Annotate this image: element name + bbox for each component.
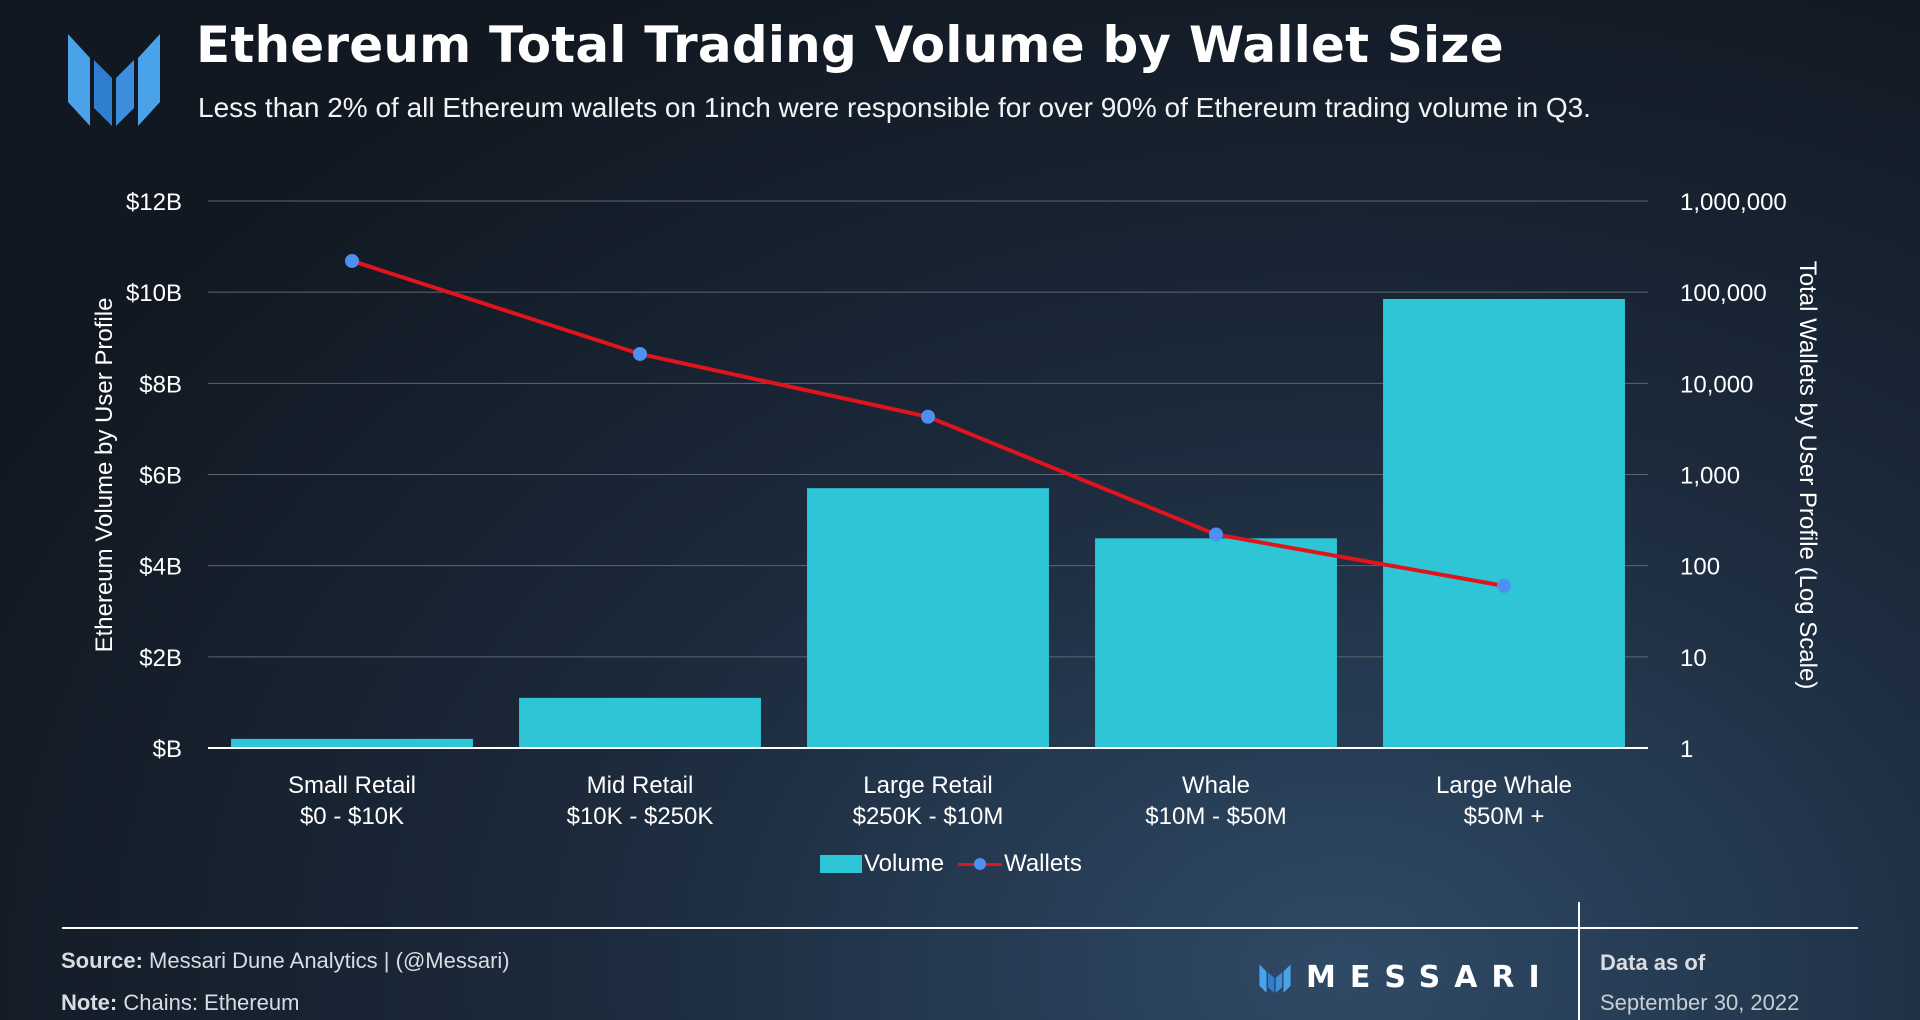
y-tick-label: $4B <box>139 554 182 581</box>
bar <box>807 488 1049 748</box>
line-point <box>921 409 935 424</box>
x-tick-sublabel: $10K - $250K <box>567 803 714 830</box>
footer-divider <box>62 927 1858 929</box>
page-subtitle: Less than 2% of all Ethereum wallets on … <box>198 92 1591 123</box>
y-tick-label: $B <box>153 736 182 763</box>
footer-vertical-divider <box>1578 902 1580 1020</box>
source-text: Messari Dune Analytics | (@Messari) <box>142 948 510 973</box>
data-as-of-label: Data as of <box>1600 950 1706 975</box>
y-tick-label: $8B <box>139 371 182 398</box>
page-title: Ethereum Total Trading Volume by Wallet … <box>196 16 1504 74</box>
y-tick-label: $12B <box>126 189 182 216</box>
note-line: Note: Chains: Ethereum <box>61 990 299 1016</box>
y2-tick-label: 10,000 <box>1680 371 1753 398</box>
x-tick-label: Large Whale <box>1436 772 1572 799</box>
bar <box>1095 538 1337 748</box>
chart-legend: Volume Wallets <box>820 850 1082 878</box>
y2-tick-label: 10 <box>1680 645 1707 672</box>
bar <box>231 738 473 748</box>
legend-wallets-label: Wallets <box>1004 850 1082 877</box>
y2-tick-label: 1 <box>1680 736 1693 763</box>
messari-logo-icon <box>68 34 160 126</box>
note-label: Note: <box>61 990 118 1015</box>
y2-axis-label: Total Wallets by User Profile (Log Scale… <box>1794 261 1821 690</box>
x-tick-label: Mid Retail <box>587 772 694 799</box>
line-point <box>1497 578 1511 593</box>
y-tick-label: $2B <box>139 645 182 672</box>
y2-tick-label: 100,000 <box>1680 280 1767 307</box>
legend-volume-swatch <box>820 855 862 873</box>
x-tick-sublabel: $50M + <box>1464 803 1545 830</box>
line-point <box>1209 527 1223 542</box>
y2-tick-label: 1,000,000 <box>1680 189 1787 216</box>
source-line: Source: Messari Dune Analytics | (@Messa… <box>61 948 510 974</box>
data-as-of-date: September 30, 2022 <box>1600 990 1800 1015</box>
bar <box>1383 299 1625 748</box>
line-point <box>345 253 359 268</box>
x-tick-sublabel: $0 - $10K <box>300 803 404 830</box>
y2-tick-label: 100 <box>1680 554 1720 581</box>
y2-tick-label: 1,000 <box>1680 463 1740 490</box>
note-text: Chains: Ethereum <box>117 990 300 1015</box>
y-tick-label: $6B <box>139 463 182 490</box>
brand-wordmark: MESSARI <box>1306 960 1554 995</box>
brand: MESSARI <box>1258 960 1554 995</box>
legend-volume-label: Volume <box>864 850 945 877</box>
y-tick-label: $10B <box>126 280 182 307</box>
x-tick-label: Whale <box>1182 772 1250 799</box>
x-tick-sublabel: $250K - $10M <box>853 803 1004 830</box>
x-tick-label: Large Retail <box>863 772 992 799</box>
x-tick-sublabel: $10M - $50M <box>1145 803 1286 830</box>
legend-wallets-swatch <box>958 854 1003 874</box>
source-label: Source: <box>61 948 143 973</box>
messari-mark-icon <box>1259 964 1291 993</box>
line-point <box>633 346 647 361</box>
bar <box>519 697 761 748</box>
x-tick-label: Small Retail <box>288 772 416 799</box>
y-axis-label: Ethereum Volume by User Profile <box>91 298 118 653</box>
